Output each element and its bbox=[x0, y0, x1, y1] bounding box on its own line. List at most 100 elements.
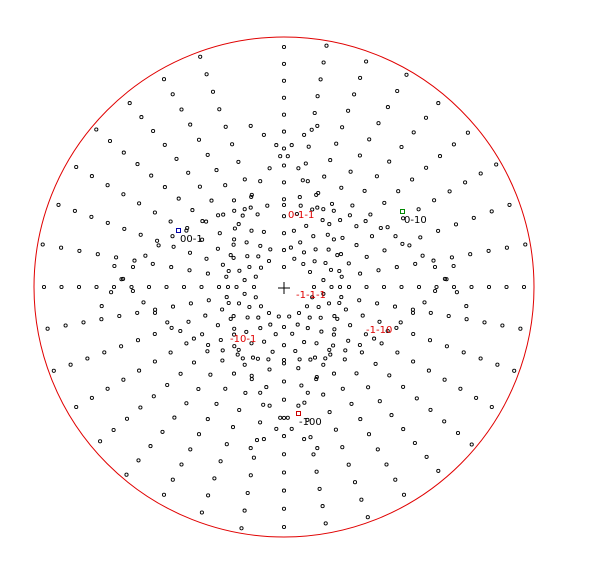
pole-dot bbox=[348, 323, 353, 328]
pole-dot bbox=[234, 284, 239, 290]
pole-dot bbox=[328, 267, 334, 272]
pole-dot bbox=[151, 394, 156, 399]
pole-dot bbox=[296, 366, 301, 371]
pole-dot bbox=[313, 247, 318, 252]
pole-dot bbox=[401, 384, 406, 389]
pole-dot bbox=[221, 212, 226, 217]
pole-dot bbox=[256, 315, 261, 320]
pole-dot bbox=[261, 229, 266, 234]
pole-dot bbox=[318, 77, 323, 82]
pole-dot bbox=[340, 235, 345, 240]
pole-dot bbox=[121, 192, 126, 197]
pole-dot bbox=[188, 301, 193, 306]
pole-dot bbox=[281, 248, 287, 253]
pole-dot bbox=[270, 349, 275, 354]
pole-dot bbox=[224, 295, 229, 300]
pole-dot bbox=[187, 250, 193, 255]
pole-dot bbox=[187, 268, 192, 273]
pole-dot bbox=[152, 310, 158, 315]
label-m10m1: -10-1 bbox=[230, 334, 256, 345]
pole-dot bbox=[249, 341, 254, 346]
pole-dot bbox=[281, 324, 287, 330]
pole-dot bbox=[214, 168, 219, 173]
pole-dot bbox=[385, 225, 390, 230]
pole-dot bbox=[432, 264, 438, 270]
pole-dot bbox=[512, 368, 517, 373]
pole-dot bbox=[137, 368, 142, 373]
pole-dot bbox=[253, 295, 258, 300]
pole-dot bbox=[281, 44, 287, 50]
pole-dot bbox=[343, 348, 348, 353]
pole-dot bbox=[289, 426, 294, 431]
pole-dot bbox=[119, 277, 124, 282]
pole-dot bbox=[300, 178, 305, 183]
pole-dot bbox=[240, 213, 245, 218]
pole-dot bbox=[302, 400, 307, 405]
pole-dot bbox=[264, 385, 269, 390]
pole-dot bbox=[449, 255, 454, 260]
pole-dot bbox=[258, 390, 263, 395]
pole-dot bbox=[333, 427, 338, 432]
pole-dot bbox=[205, 152, 210, 157]
pole-dot bbox=[346, 462, 351, 467]
pole-dot bbox=[253, 274, 258, 279]
pole-dot bbox=[76, 284, 82, 290]
pole-dot bbox=[328, 352, 333, 357]
pole-dot bbox=[240, 356, 245, 361]
pole-dot bbox=[326, 247, 331, 252]
pole-dot bbox=[321, 60, 326, 65]
pole-dot bbox=[365, 515, 370, 520]
pole-dot bbox=[281, 146, 287, 151]
pole-dot bbox=[427, 338, 433, 343]
pole-dot bbox=[296, 166, 301, 171]
pole-dot bbox=[368, 212, 373, 217]
pole-dot bbox=[45, 326, 50, 331]
pole-dot bbox=[107, 138, 113, 144]
pole-dot bbox=[225, 284, 231, 290]
pole-dot bbox=[451, 284, 457, 290]
pole-dot bbox=[461, 350, 466, 355]
pole-dot bbox=[359, 350, 364, 355]
pole-dot bbox=[447, 189, 452, 194]
pole-dot bbox=[453, 222, 459, 227]
pole-dot bbox=[261, 132, 266, 137]
pole-dot bbox=[204, 72, 209, 77]
pole-dot bbox=[209, 198, 214, 203]
pole-dot bbox=[139, 115, 144, 120]
pole-dot bbox=[321, 291, 326, 296]
pole-dot bbox=[392, 304, 398, 309]
pole-dot bbox=[424, 165, 429, 170]
pole-dot bbox=[165, 382, 170, 388]
pole-dot bbox=[327, 410, 332, 415]
pole-dot bbox=[249, 192, 254, 197]
pole-dot bbox=[281, 452, 287, 457]
pole-dot bbox=[444, 277, 449, 282]
pole-dot bbox=[305, 326, 310, 331]
pole-dot bbox=[105, 386, 110, 391]
pole-dot bbox=[482, 320, 487, 325]
pole-dot bbox=[289, 143, 294, 148]
pole-dot bbox=[156, 243, 161, 248]
pole-dot bbox=[301, 250, 307, 255]
pole-dot bbox=[151, 128, 156, 134]
pole-dot bbox=[401, 427, 406, 432]
pole-dot bbox=[98, 439, 103, 444]
label-0m10: 0-10 bbox=[404, 215, 427, 226]
pole-dot bbox=[245, 315, 250, 320]
pole-dot bbox=[317, 486, 322, 491]
pole-dot bbox=[281, 361, 287, 366]
primitive-circle bbox=[33, 36, 535, 538]
pole-dot bbox=[281, 264, 287, 270]
pole-dot bbox=[418, 235, 423, 240]
pole-dot bbox=[236, 159, 241, 164]
pole-dot bbox=[205, 417, 210, 422]
pole-dot bbox=[216, 284, 222, 290]
pole-dot bbox=[332, 314, 337, 319]
pole-dot bbox=[138, 232, 143, 237]
pole-dot bbox=[416, 284, 422, 290]
pole-dot bbox=[297, 195, 302, 200]
pole-dot bbox=[387, 159, 392, 164]
pole-dot bbox=[223, 124, 228, 129]
pole-dot bbox=[249, 373, 254, 378]
